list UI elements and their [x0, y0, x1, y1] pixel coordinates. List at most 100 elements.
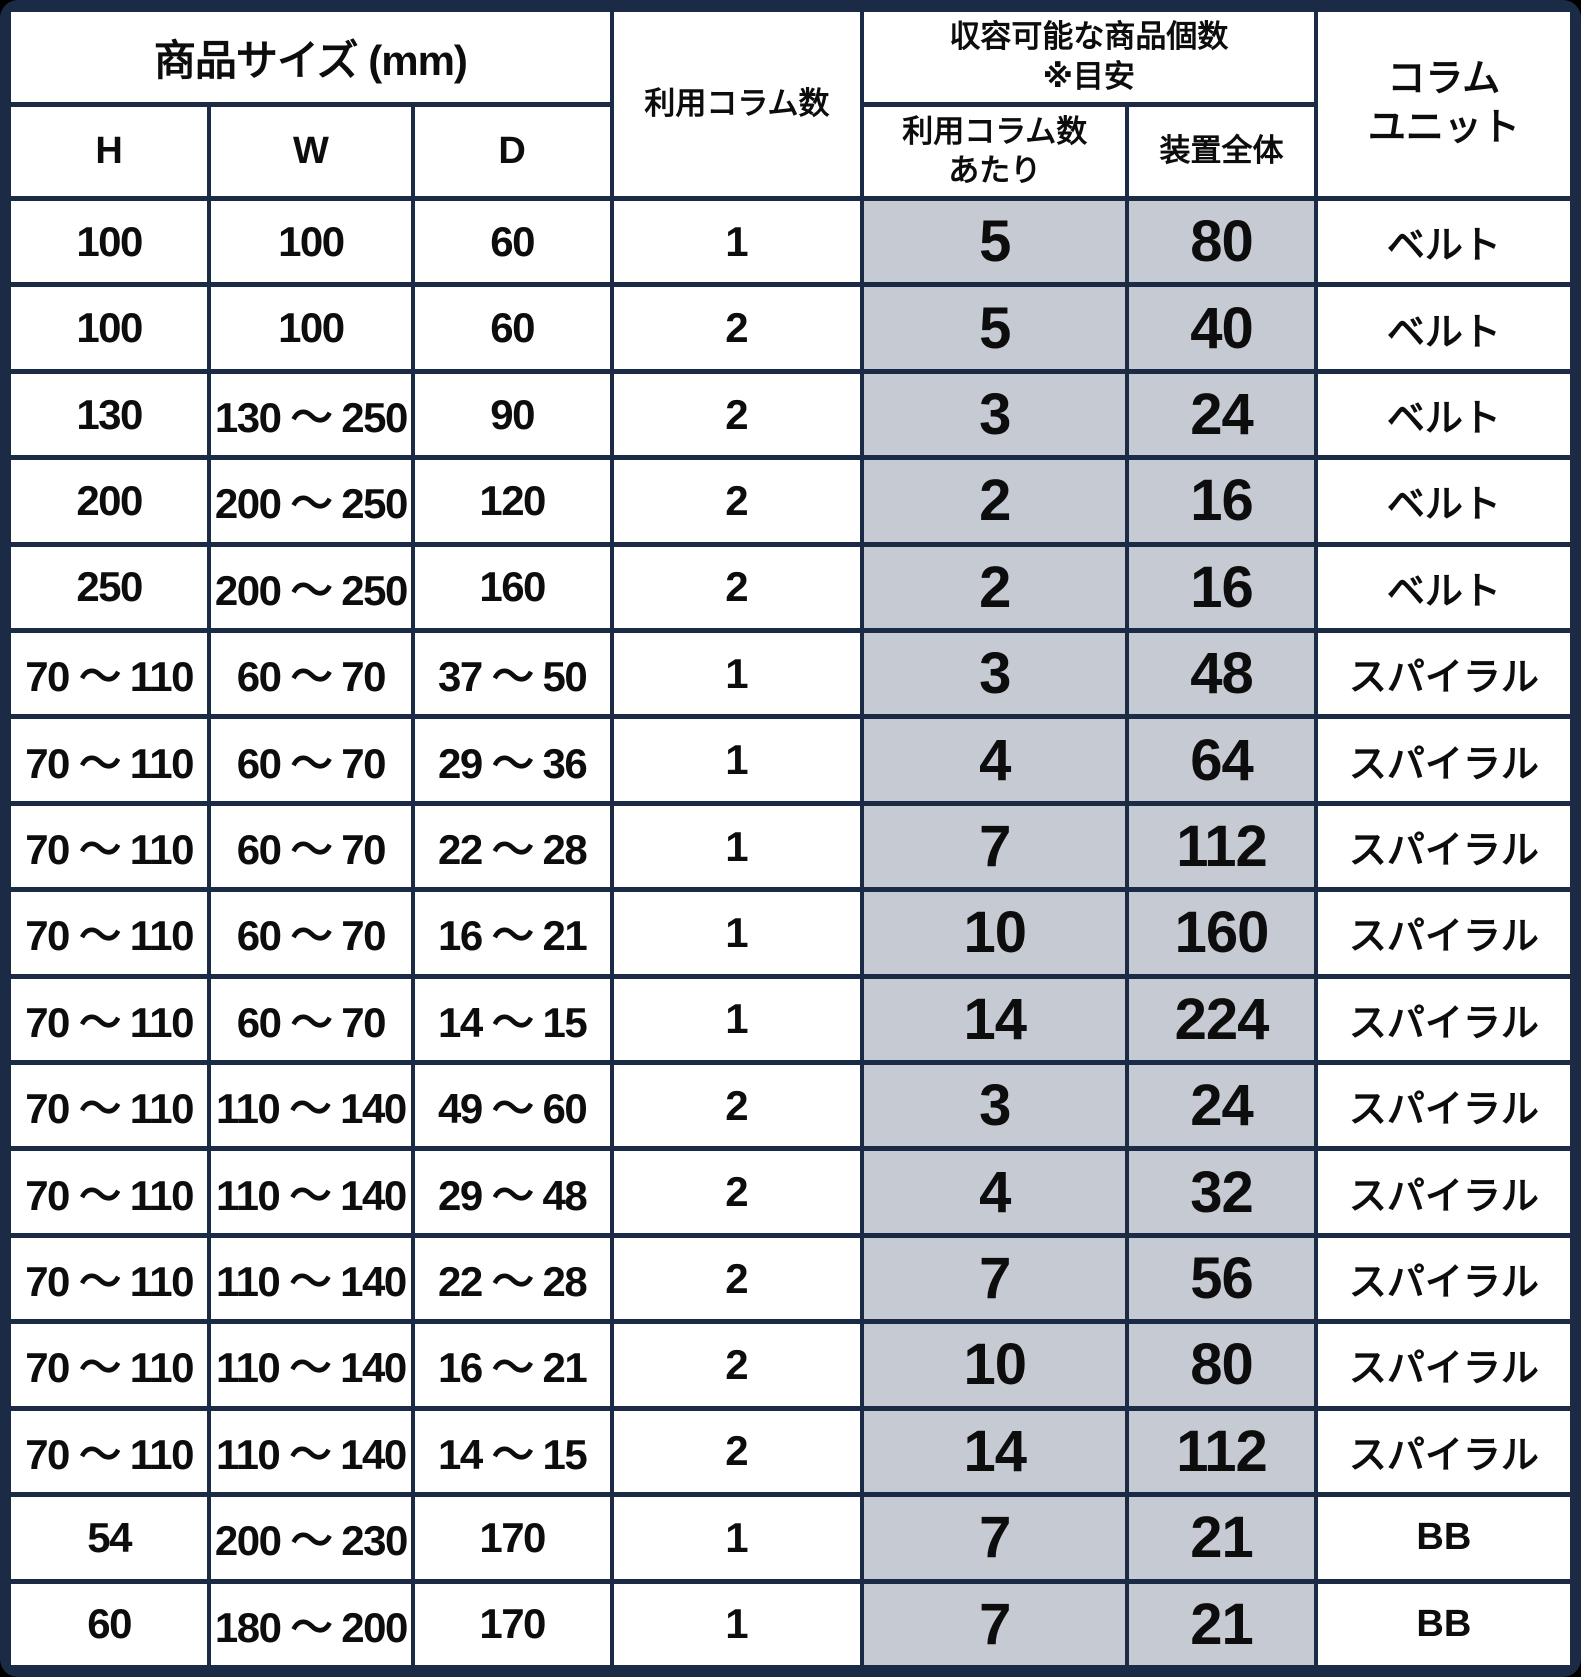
cell-columns-used: 2: [609, 1146, 865, 1238]
cell-per-column: 7: [860, 1492, 1130, 1584]
cell-columns-used: 1: [609, 973, 865, 1066]
table-row: 100 100 60 1 5 80 ベルト: [6, 195, 1575, 288]
table-row: 70 〜 110 110 〜 140 29 〜 48 2 4 32 スパイラル: [6, 1146, 1575, 1238]
cell-columns-used: 1: [609, 887, 865, 979]
cell-h: 100: [6, 195, 212, 288]
table-row: 200 200 〜 250 120 2 2 16 ベルト: [6, 455, 1575, 547]
cell-device-total: 112: [1125, 800, 1318, 893]
cell-device-total: 224: [1125, 973, 1318, 1066]
cell-device-total: 21: [1125, 1578, 1318, 1670]
cell-h: 54: [6, 1492, 212, 1584]
cell-w: 60 〜 70: [207, 800, 415, 893]
table-row: 70 〜 110 60 〜 70 29 〜 36 1 4 64 スパイラル: [6, 714, 1575, 806]
header-device-total: 装置全体: [1125, 102, 1318, 201]
cell-columns-used: 2: [609, 368, 865, 461]
cell-w: 200 〜 250: [207, 455, 415, 547]
cell-per-column: 3: [860, 368, 1130, 461]
table-row: 70 〜 110 110 〜 140 49 〜 60 2 3 24 スパイラル: [6, 1060, 1575, 1152]
header-capacity-line1: 収容可能な商品個数: [949, 18, 1229, 54]
table-row: 70 〜 110 60 〜 70 37 〜 50 1 3 48 スパイラル: [6, 628, 1575, 720]
header-column-unit: コラム ユニット: [1313, 7, 1575, 201]
cell-column-unit: スパイラル: [1313, 714, 1575, 806]
cell-h: 70 〜 110: [6, 1232, 212, 1325]
cell-device-total: 48: [1125, 628, 1318, 720]
cell-d: 29 〜 36: [410, 714, 614, 806]
cell-w: 110 〜 140: [207, 1319, 415, 1411]
cell-d: 16 〜 21: [410, 1319, 614, 1411]
cell-w: 110 〜 140: [207, 1405, 415, 1498]
cell-d: 60: [410, 282, 614, 374]
cell-per-column: 5: [860, 195, 1130, 288]
table-row: 250 200 〜 250 160 2 2 16 ベルト: [6, 541, 1575, 634]
cell-h: 200: [6, 455, 212, 547]
cell-d: 29 〜 48: [410, 1146, 614, 1238]
cell-per-column: 10: [860, 1319, 1130, 1411]
cell-h: 250: [6, 541, 212, 634]
cell-columns-used: 1: [609, 1492, 865, 1584]
cell-per-column: 4: [860, 1146, 1130, 1238]
cell-device-total: 32: [1125, 1146, 1318, 1238]
cell-per-column: 7: [860, 1232, 1130, 1325]
header-w: W: [207, 102, 415, 201]
cell-device-total: 16: [1125, 455, 1318, 547]
cell-d: 14 〜 15: [410, 973, 614, 1066]
cell-columns-used: 2: [609, 1060, 865, 1152]
cell-column-unit: スパイラル: [1313, 973, 1575, 1066]
cell-h: 70 〜 110: [6, 1060, 212, 1152]
cell-column-unit: ベルト: [1313, 282, 1575, 374]
header-per-column-line1: 利用コラム数: [902, 113, 1088, 149]
cell-per-column: 14: [860, 1405, 1130, 1498]
cell-d: 170: [410, 1578, 614, 1670]
cell-columns-used: 2: [609, 282, 865, 374]
cell-column-unit: BB: [1313, 1492, 1575, 1584]
cell-column-unit: スパイラル: [1313, 1060, 1575, 1152]
cell-d: 16 〜 21: [410, 887, 614, 979]
cell-w: 200 〜 250: [207, 541, 415, 634]
cell-column-unit: スパイラル: [1313, 887, 1575, 979]
cell-w: 130 〜 250: [207, 368, 415, 461]
cell-h: 70 〜 110: [6, 973, 212, 1066]
cell-columns-used: 1: [609, 1578, 865, 1670]
cell-device-total: 24: [1125, 1060, 1318, 1152]
cell-h: 70 〜 110: [6, 800, 212, 893]
cell-per-column: 5: [860, 282, 1130, 374]
cell-w: 200 〜 230: [207, 1492, 415, 1584]
cell-w: 180 〜 200: [207, 1578, 415, 1670]
table-body: 100 100 60 1 5 80 ベルト 100 100 60 2 5 40 ベルト 130 130 〜 2…: [6, 195, 1575, 1670]
cell-d: 90: [410, 368, 614, 461]
header-row-1: 商品サイズ (mm) 利用コラム数 収容可能な商品個数 ※目安 コラム ユニット: [7, 7, 1575, 201]
cell-column-unit: ベルト: [1313, 541, 1575, 634]
cell-w: 110 〜 140: [207, 1060, 415, 1152]
header-product-size: 商品サイズ (mm): [7, 7, 614, 107]
cell-d: 60: [410, 195, 614, 288]
cell-device-total: 16: [1125, 541, 1318, 634]
cell-columns-used: 2: [609, 1232, 865, 1325]
cell-per-column: 14: [860, 973, 1130, 1066]
cell-device-total: 80: [1125, 195, 1318, 288]
cell-d: 49 〜 60: [410, 1060, 614, 1152]
header-d: D: [410, 102, 614, 201]
cell-h: 60: [6, 1578, 212, 1670]
cell-columns-used: 1: [609, 714, 865, 806]
cell-h: 70 〜 110: [6, 887, 212, 979]
table-row: 70 〜 110 60 〜 70 22 〜 28 1 7 112 スパイラル: [6, 800, 1575, 893]
cell-w: 60 〜 70: [207, 628, 415, 720]
table-row: 100 100 60 2 5 40 ベルト: [6, 282, 1575, 374]
cell-column-unit: ベルト: [1313, 368, 1575, 461]
table-row: 70 〜 110 60 〜 70 14 〜 15 1 14 224 スパイラル: [6, 973, 1575, 1066]
table-row: 70 〜 110 60 〜 70 16 〜 21 1 10 160 スパイラル: [6, 887, 1575, 979]
cell-columns-used: 1: [609, 195, 865, 288]
cell-w: 60 〜 70: [207, 887, 415, 979]
cell-device-total: 112: [1125, 1405, 1318, 1498]
header-row-2: H W D 利用コラム数 あたり 装置全体: [6, 102, 1572, 201]
cell-w: 60 〜 70: [207, 714, 415, 806]
cell-device-total: 21: [1125, 1492, 1318, 1584]
table-row: 130 130 〜 250 90 2 3 24 ベルト: [6, 368, 1575, 461]
cell-device-total: 160: [1125, 887, 1318, 979]
cell-device-total: 24: [1125, 368, 1318, 461]
cell-column-unit: ベルト: [1313, 195, 1575, 288]
header-per-column: 利用コラム数 あたり: [860, 102, 1130, 201]
cell-per-column: 2: [860, 455, 1130, 547]
cell-columns-used: 2: [609, 455, 865, 547]
